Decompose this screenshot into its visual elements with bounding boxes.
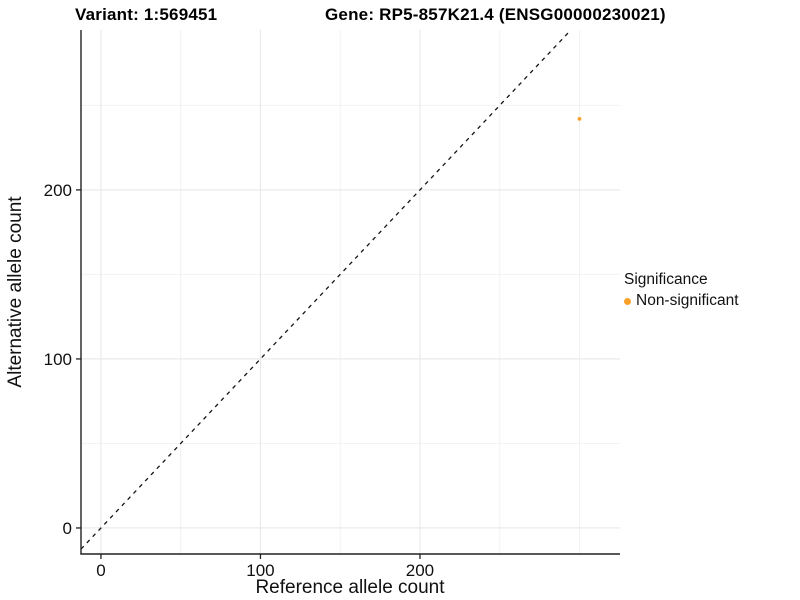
legend: Significance Non-significant: [624, 271, 739, 310]
gene-title: Gene: RP5-857K21.4 (ENSG00000230021): [325, 5, 666, 24]
x-tick-label: 100: [246, 561, 274, 580]
y-axis-title: Alternative allele count: [5, 196, 26, 388]
legend-item-non-significant: Non-significant: [624, 292, 739, 310]
tick-labels-layer: 0 100 200 0 100 200: [44, 181, 435, 580]
data-point: [577, 117, 582, 121]
x-tick-label: 200: [406, 561, 434, 580]
y-tick-label: 0: [63, 519, 72, 538]
x-tick-label: 0: [96, 561, 105, 580]
axes-layer: [76, 30, 620, 559]
legend-point-icon: [624, 297, 631, 305]
y-tick-label: 200: [44, 181, 72, 200]
legend-title: Significance: [624, 271, 708, 288]
variant-title: Variant: 1:569451: [75, 5, 218, 24]
legend-item-label: Non-significant: [636, 292, 739, 309]
data-points-layer: [577, 117, 582, 121]
y-tick-label: 100: [44, 350, 72, 369]
minor-gridlines: [81, 30, 620, 554]
identity-line-layer: [80, 29, 572, 550]
x-axis-title: Reference allele count: [255, 577, 445, 598]
major-gridlines: [81, 30, 620, 554]
identity-line: [80, 29, 572, 550]
